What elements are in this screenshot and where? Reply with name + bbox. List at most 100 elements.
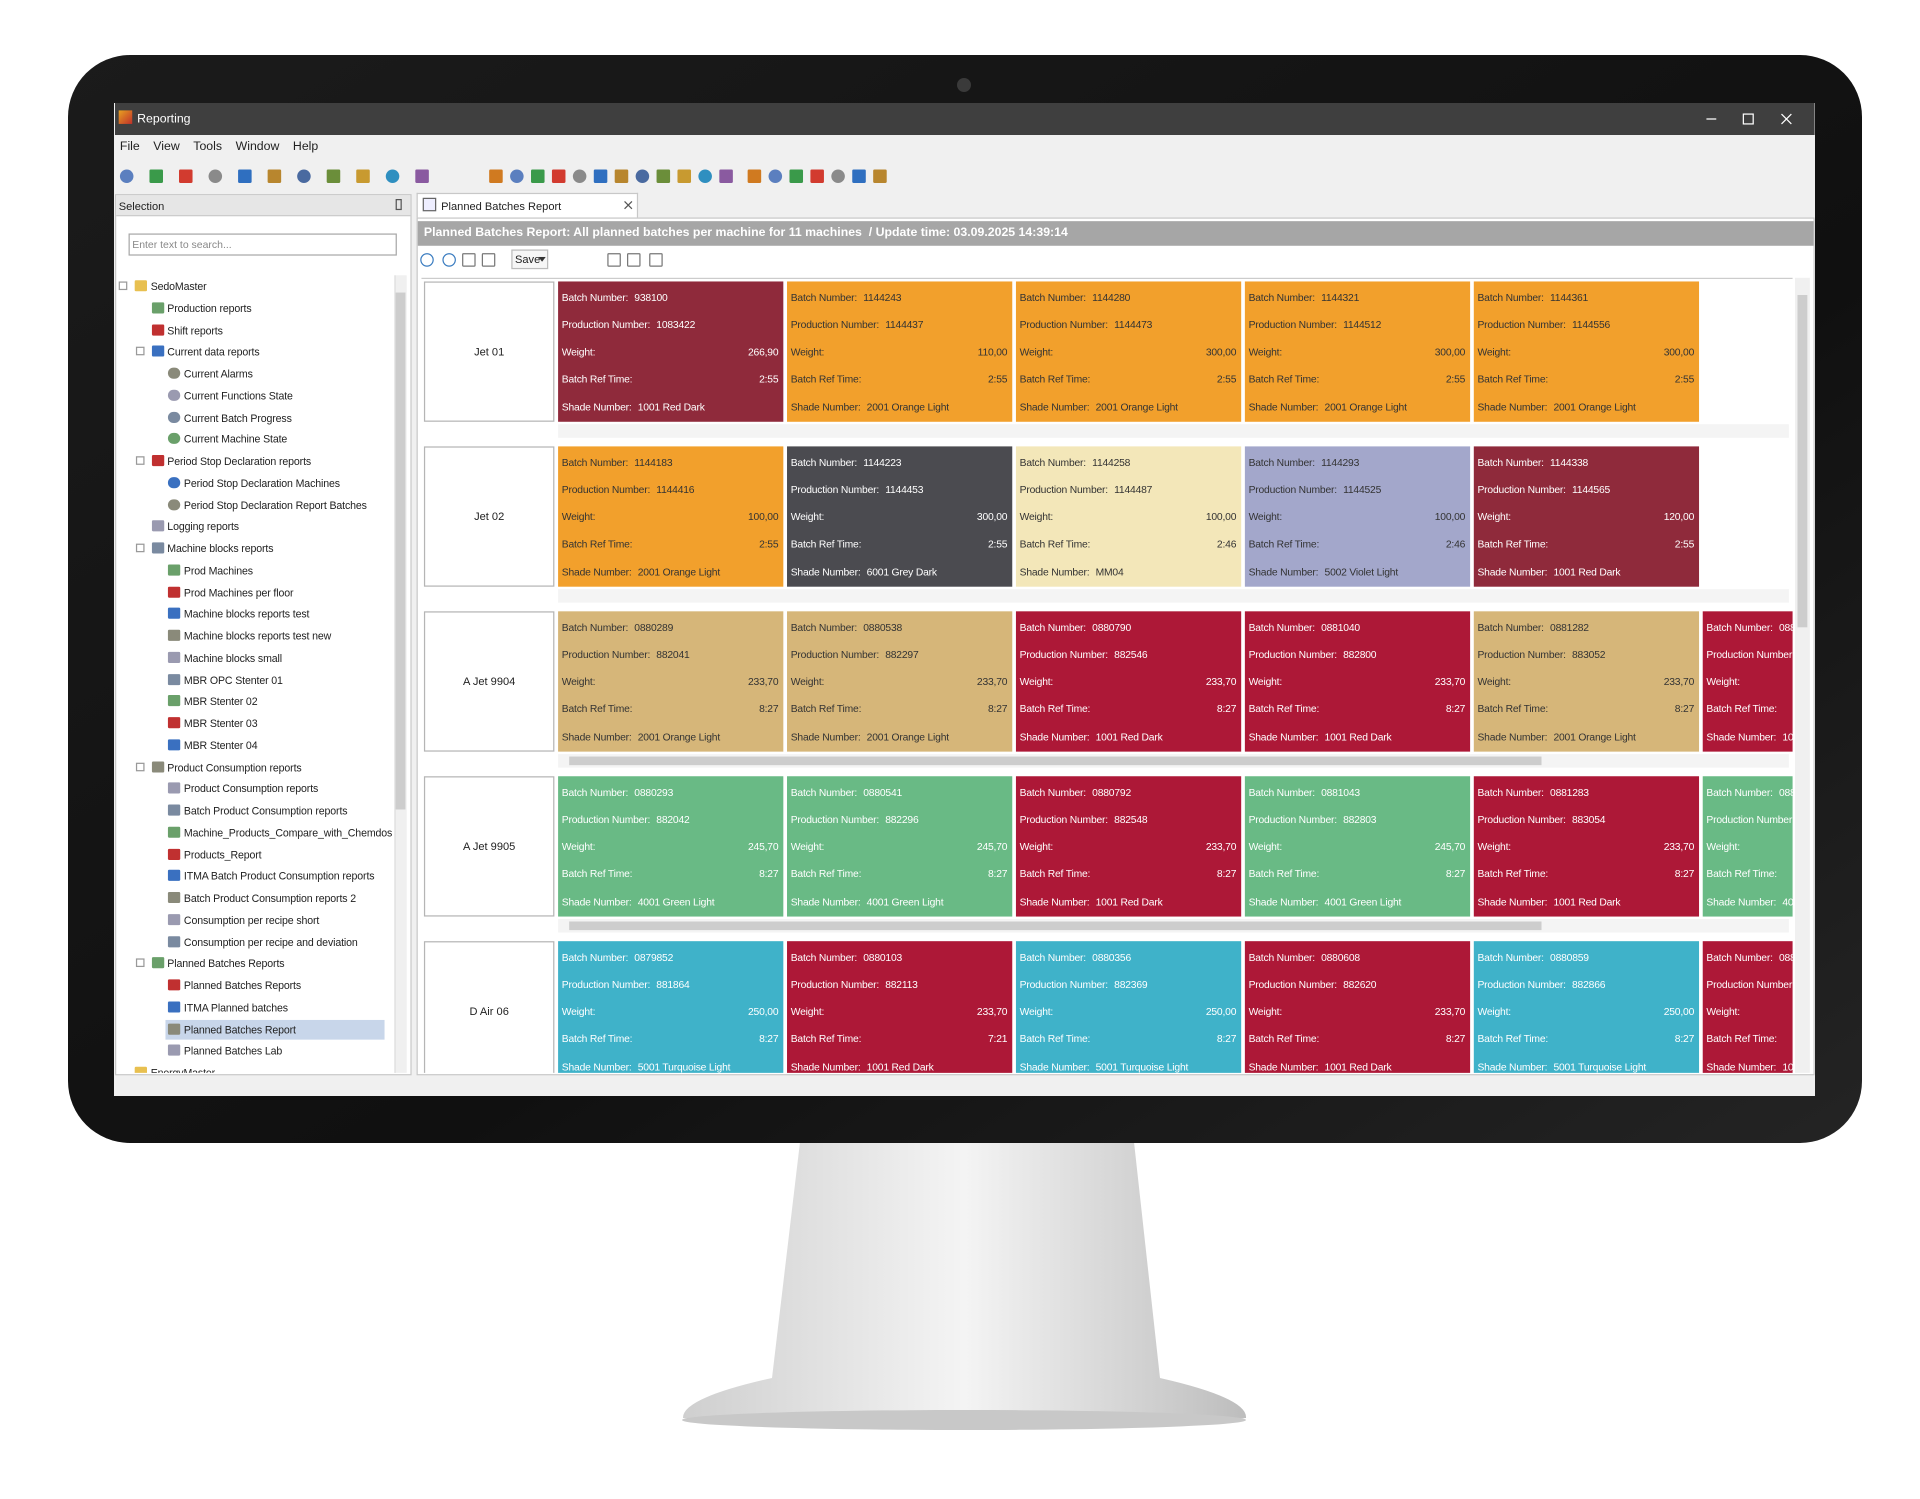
batch-card[interactable]: Batch Number: 0880541 Production Number: 88… (786, 776, 1012, 917)
expander[interactable] (134, 456, 144, 466)
batch-card[interactable]: Batch Number: 0880608 Production Number: 88… (1244, 941, 1470, 1074)
toolbar-icon[interactable] (488, 169, 503, 184)
tree-item[interactable]: EnergyMaster (150, 1067, 214, 1073)
expander[interactable] (134, 959, 144, 968)
tree-item[interactable]: Machine_Products_Compare_with_Chemdos (183, 826, 392, 840)
toolbar-icon[interactable] (509, 169, 524, 184)
toolbar-icon[interactable] (551, 169, 565, 184)
batch-card[interactable]: Batch Number: 088 Production Number: Weight… (1702, 941, 1793, 1074)
toolbar-icon[interactable] (326, 169, 340, 184)
toolbar-icon[interactable] (851, 169, 866, 184)
tree-item[interactable]: Period Stop Declaration Report Batches (183, 499, 367, 512)
tree-item[interactable]: Machine blocks reports test new (183, 630, 331, 643)
close[interactable] (1780, 114, 1792, 125)
h-scrollbar[interactable] (557, 589, 1789, 604)
batch-card[interactable]: Batch Number: 0881040 Production Number: 88… (1244, 611, 1470, 753)
batch-card[interactable]: Batch Number: 1144258 Production Number: 11… (1015, 446, 1241, 588)
toolbar-icon[interactable] (872, 169, 887, 184)
search-box[interactable] (128, 233, 397, 257)
batch-card[interactable]: Batch Number: 0880103 Production Number: 88… (786, 941, 1012, 1074)
batch-card[interactable]: Batch Number: 0881282 Production Number: 88… (1473, 611, 1699, 753)
batch-card[interactable]: Batch Number: 0881283 Production Number: 88… (1473, 776, 1699, 917)
batch-card[interactable]: Batch Number: 1144280 Production Number: 11… (1015, 281, 1241, 423)
batch-card[interactable]: Batch Number: 1144361 Production Number: 11… (1473, 281, 1699, 423)
tree-item[interactable]: Product Consumption reports (166, 761, 302, 774)
tree-item[interactable]: Machine blocks small (183, 652, 282, 665)
tree-item[interactable]: Logging reports (166, 520, 239, 534)
tree-item[interactable]: Consumption per recipe short (183, 914, 319, 927)
tree-item[interactable]: Planned Batches Reports (183, 979, 301, 993)
expander[interactable] (134, 347, 144, 357)
toolbar-icon[interactable] (267, 169, 281, 184)
tree-item[interactable]: ITMA Batch Product Consumption reports (183, 870, 374, 883)
tree-item[interactable]: Current Alarms (183, 368, 253, 381)
toolbar-icon[interactable] (208, 169, 222, 184)
batch-card[interactable]: Batch Number: 0880859 Production Number: 88… (1473, 941, 1699, 1074)
tree-item[interactable]: Period Stop Declaration reports (166, 455, 311, 468)
tree-item[interactable]: Machine blocks reports (166, 542, 273, 556)
toolbar-icon[interactable] (676, 169, 691, 184)
batch-card[interactable]: Batch Number: 088 Production Number: Weight… (1702, 776, 1793, 917)
batch-card[interactable]: Batch Number: 0880289 Production Number: 88… (557, 611, 783, 753)
tree-item[interactable]: Products_Report (183, 848, 261, 861)
toolbar-icon[interactable] (593, 169, 607, 184)
tree-item[interactable]: SedoMaster (150, 280, 207, 293)
toolbar-icon[interactable] (530, 169, 545, 184)
menu-item[interactable]: Tools (192, 140, 222, 154)
tree-item[interactable]: Current Batch Progress (183, 411, 292, 425)
tree-item[interactable]: MBR Stenter 02 (183, 695, 257, 709)
batch-card[interactable]: Batch Number: 088 Production Number: Weight… (1702, 611, 1793, 753)
tree-item[interactable]: Current Machine State (183, 433, 287, 446)
tree-item[interactable]: Current Functions State (183, 389, 293, 403)
report-tool-icon[interactable] (606, 253, 621, 268)
toolbar-icon[interactable] (656, 169, 670, 184)
batch-card[interactable]: Batch Number: 0880792 Production Number: 88… (1015, 776, 1241, 917)
toolbar-icon[interactable] (178, 169, 193, 184)
toolbar-icon[interactable] (414, 169, 429, 184)
batch-card[interactable]: Batch Number: 1144223 Production Number: 11… (786, 446, 1012, 588)
h-scroll-thumb[interactable] (568, 921, 1541, 931)
menu-item[interactable]: File (119, 140, 140, 154)
batch-card[interactable]: Batch Number: 0881043 Production Number: 88… (1244, 776, 1470, 917)
tree-item[interactable]: Prod Machines per floor (183, 586, 293, 599)
tab-title[interactable]: Planned Batches Report (440, 200, 561, 213)
batch-card[interactable]: Batch Number: 0880790 Production Number: 88… (1015, 611, 1241, 753)
tree-item[interactable]: MBR Stenter 04 (183, 739, 257, 752)
tab-close[interactable] (623, 201, 633, 211)
report-tool-icon[interactable] (648, 253, 663, 268)
toolbar-icon[interactable] (809, 169, 824, 184)
toolbar-icon[interactable] (635, 169, 649, 184)
h-scrollbar[interactable] (557, 424, 1789, 439)
tree-item[interactable]: ITMA Planned batches (183, 1001, 288, 1014)
menu-item[interactable]: Help (292, 140, 318, 154)
toolbar-icon[interactable] (119, 169, 133, 184)
tree-scroll-thumb[interactable] (395, 292, 405, 810)
tree-item[interactable]: Prod Machines (183, 564, 253, 577)
toolbar-icon[interactable] (385, 169, 399, 184)
batch-card[interactable]: Batch Number: 1144338 Production Number: 11… (1473, 446, 1699, 588)
toolbar-icon[interactable] (355, 169, 370, 184)
report-tool-icon[interactable] (419, 253, 434, 268)
tree-item[interactable]: Planned Batches Lab (183, 1045, 282, 1058)
tree-item[interactable]: Current data reports (166, 346, 260, 359)
menu-item[interactable]: Window (235, 140, 279, 154)
window-controls[interactable] (1702, 111, 1800, 128)
batch-card[interactable]: Batch Number: 938100 Production Number: 108… (557, 281, 783, 423)
save-label[interactable]: Save (514, 253, 540, 266)
batch-card[interactable]: Batch Number: 1144293 Production Number: 11… (1244, 446, 1470, 588)
toolbar-icon[interactable] (697, 169, 712, 184)
toolbar-icon[interactable] (572, 169, 586, 184)
toolbar-icon[interactable] (788, 169, 803, 184)
menu-item[interactable]: View (152, 140, 180, 154)
tree-item[interactable]: Batch Product Consumption reports (183, 804, 347, 818)
tree-item[interactable]: MBR OPC Stenter 01 (183, 673, 283, 687)
report-tool-icon[interactable] (441, 253, 456, 268)
tree-item[interactable]: Planned Batches Report (183, 1023, 296, 1036)
tree-item[interactable]: Machine blocks reports test (183, 608, 309, 621)
batch-card[interactable]: Batch Number: 0879852 Production Number: 88… (557, 941, 783, 1074)
batch-card[interactable]: Batch Number: 0880538 Production Number: 88… (786, 611, 1012, 753)
tree-item[interactable]: Consumption per recipe and deviation (183, 936, 358, 949)
batch-card[interactable]: Batch Number: 1144321 Production Number: 11… (1244, 281, 1470, 423)
toolbar-icon[interactable] (830, 169, 845, 184)
tree-item[interactable]: MBR Stenter 03 (183, 717, 257, 730)
